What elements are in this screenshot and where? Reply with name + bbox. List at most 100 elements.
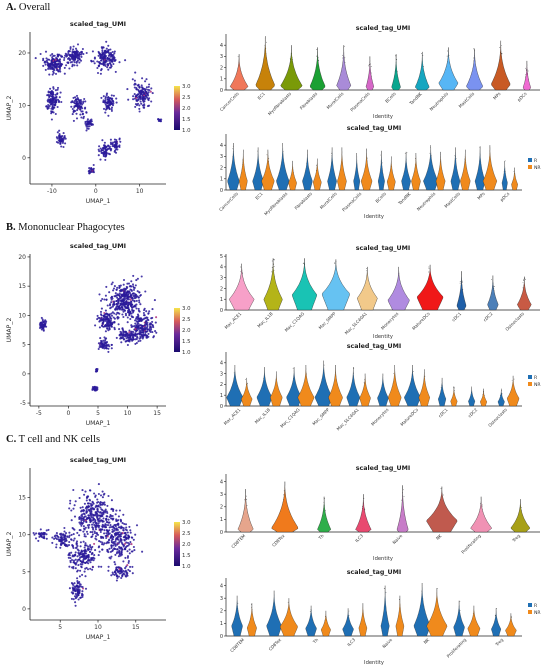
umap-point (139, 339, 142, 342)
umap-point (118, 284, 121, 287)
umap-point (143, 96, 146, 99)
umap-point (123, 547, 127, 551)
umap-point (111, 50, 114, 54)
umap-point (97, 54, 100, 57)
violin-shape (387, 266, 410, 311)
violin-category-label: Fibroblasts (294, 191, 313, 210)
umap-point (74, 604, 77, 607)
umap-point (106, 96, 110, 99)
umap-point (134, 338, 137, 341)
umap-point (85, 544, 88, 547)
umap-point (110, 544, 113, 547)
umap-point (125, 340, 128, 343)
umap-point (55, 532, 58, 535)
umap-point (123, 532, 126, 535)
umap-points (34, 40, 163, 175)
umap-point (60, 100, 63, 104)
umap-point (103, 532, 106, 535)
violin-point (513, 378, 515, 380)
umap-point (145, 334, 148, 337)
umap-point (111, 99, 114, 103)
umap-point (134, 322, 137, 325)
violin-point (491, 279, 492, 281)
umap-point (142, 90, 145, 93)
umap-point (95, 386, 98, 389)
umap-point (66, 54, 69, 57)
violin-shape (365, 56, 374, 91)
umap-point (119, 535, 123, 538)
umap-point (33, 533, 36, 536)
violin-shape (438, 377, 446, 407)
umap-point (98, 61, 101, 64)
umap-point (56, 86, 60, 89)
umap-point (49, 54, 52, 57)
umap-point (99, 494, 103, 497)
umap-point (90, 167, 93, 170)
umap-point (130, 280, 133, 283)
umap-point (81, 555, 84, 558)
umap-point (104, 342, 107, 345)
umap-point (126, 541, 130, 544)
violin-category-label: Mac_SLC40A1 (344, 311, 369, 336)
umap-point (136, 93, 140, 96)
umap-point (75, 540, 79, 543)
umap-point (142, 329, 145, 332)
umap-point (126, 343, 129, 347)
umap-point (132, 98, 135, 101)
umap-point (111, 305, 114, 308)
umap-colorbar-tick-label: 1.5 (182, 339, 191, 345)
umap-point (137, 84, 140, 87)
umap-point (111, 281, 114, 284)
violin-shape (313, 158, 322, 191)
umap-point (75, 112, 78, 115)
umap-point (108, 145, 111, 148)
umap-point (78, 529, 81, 532)
umap-point (63, 134, 66, 138)
umap-point (75, 546, 78, 549)
section-heading-b: B. Mononuclear Phagocytes (6, 222, 125, 233)
umap-point (148, 329, 151, 332)
umap-point (129, 298, 132, 301)
umap-point (128, 340, 131, 343)
umap-point (90, 509, 93, 513)
umap-point (143, 326, 147, 329)
umap-point (99, 147, 102, 150)
umap-point (136, 277, 139, 280)
violin-shape (358, 603, 368, 637)
umap-point (111, 514, 114, 518)
umap-point (91, 568, 94, 571)
umap-point (142, 336, 145, 339)
umap-y-tick-label: 10 (18, 312, 26, 319)
umap-point (91, 501, 94, 504)
umap-point (81, 110, 84, 113)
umap-point (44, 68, 47, 71)
umap-point (79, 569, 82, 572)
umap-point (126, 296, 129, 300)
umap-point (42, 328, 45, 331)
umap-point (79, 583, 82, 586)
umap-point (72, 559, 76, 562)
umap-point (139, 324, 142, 327)
umap-point (112, 530, 115, 533)
violin-y-tick-label: 4 (220, 479, 223, 485)
umap-point (119, 518, 122, 521)
umap-point (89, 502, 92, 505)
umap-point (74, 500, 77, 503)
umap-point (85, 509, 88, 512)
violin-point (421, 53, 423, 54)
umap-point (77, 558, 80, 561)
violin-point (283, 490, 285, 492)
violin-shape (342, 608, 354, 637)
umap-point (79, 563, 82, 566)
violin-point (459, 600, 461, 602)
umap-point (78, 516, 81, 519)
umap-point (104, 508, 107, 511)
umap-point (118, 541, 121, 544)
umap-point (87, 556, 90, 559)
umap-point (122, 278, 126, 282)
umap-point (34, 537, 38, 540)
umap-point (84, 122, 87, 125)
umap-point (127, 561, 130, 564)
violin-category-label: Th (317, 533, 325, 541)
umap-point (84, 535, 87, 538)
